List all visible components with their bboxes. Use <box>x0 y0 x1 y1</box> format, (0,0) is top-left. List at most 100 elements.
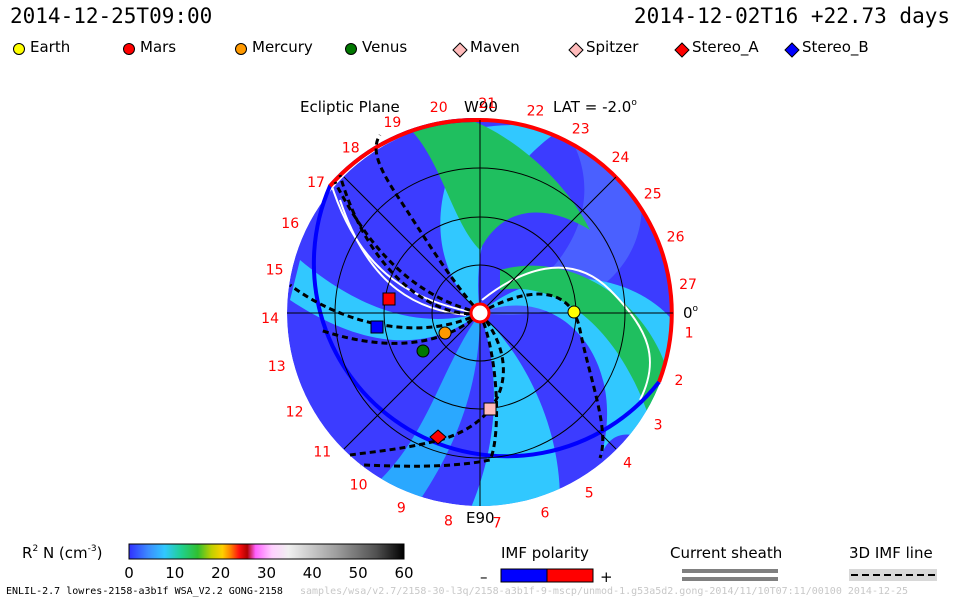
sun-marker <box>469 302 491 324</box>
carrington-label-2: 2 <box>675 373 684 389</box>
carrington-label-5: 5 <box>585 485 594 501</box>
colorbar-tick-20: 20 <box>211 564 230 582</box>
footer-right: samples/wsa/v2.7/2158-30-l3q/2158-a3b1f-… <box>300 586 909 597</box>
legend-label: Stereo_B <box>802 38 869 56</box>
stereo-a-marker <box>429 429 447 445</box>
circle-icon <box>122 42 136 60</box>
colorbar-ticks: 0 10 20 30 40 50 60 <box>124 564 413 582</box>
carrington-label-12: 12 <box>286 405 304 421</box>
carrington-label-1: 1 <box>685 326 694 342</box>
venus-marker <box>416 344 430 358</box>
colorbar-tick-30: 30 <box>257 564 276 582</box>
colorbar-tick-40: 40 <box>303 564 322 582</box>
colorbar-title: R2 N (cm-3) <box>22 544 102 562</box>
carrington-label-22: 22 <box>527 104 545 120</box>
circle-icon <box>344 42 358 60</box>
current-sheath-title: Current sheath <box>670 544 782 562</box>
carrington-label-26: 26 <box>667 230 685 246</box>
plot-title-w90: W90 <box>464 98 498 116</box>
colorbar-title-sup2: -3 <box>88 544 97 554</box>
current-sheath-left <box>329 179 471 313</box>
footer-left: ENLIL-2.7 lowres-2158-a3b1f WSA_V2.2 GON… <box>6 586 283 597</box>
imf-line-2 <box>338 174 481 316</box>
maven-marker <box>483 402 497 416</box>
colorbar <box>128 543 405 560</box>
circle-icon <box>234 42 248 60</box>
current-sheath-swatch-2 <box>682 577 778 581</box>
carrington-label-18: 18 <box>342 141 360 157</box>
colorbar-title-end: ) <box>97 544 103 562</box>
density-band-top-green <box>400 120 590 250</box>
imf-lines <box>289 134 605 468</box>
carrington-label-6: 6 <box>540 506 549 522</box>
circle-icon <box>12 42 26 60</box>
colorbar-title-sup1: 2 <box>32 544 38 554</box>
plot-title-left: Ecliptic Plane <box>300 98 400 116</box>
legend-label: Earth <box>30 38 71 56</box>
imf-line-earth <box>479 292 605 459</box>
imf-negative-swatch <box>500 568 548 583</box>
carrington-label-11: 11 <box>313 445 331 461</box>
legend-label: Mercury <box>252 38 313 56</box>
carrington-label-14: 14 <box>261 311 279 327</box>
mars-marker <box>382 292 396 306</box>
bottom-label-e90: E90 <box>466 509 495 527</box>
colorbar-title-mid: N (cm <box>38 544 87 562</box>
current-sheath-swatch-1 <box>682 569 778 573</box>
carrington-label-24: 24 <box>612 150 630 166</box>
carrington-label-23: 23 <box>572 122 590 138</box>
legend-label: Stereo_A <box>692 38 759 56</box>
colorbar-tick-50: 50 <box>349 564 368 582</box>
mercury-marker <box>438 326 452 340</box>
earth-marker <box>567 305 581 319</box>
colorbar-tick-10: 10 <box>165 564 184 582</box>
carrington-label-25: 25 <box>644 187 662 203</box>
stereo-b-marker <box>370 320 384 334</box>
imf-line-mars <box>333 181 481 315</box>
right-label-text: 0 <box>683 304 693 322</box>
polarity-rim-positive <box>479 118 674 383</box>
current-sheath-right <box>481 266 651 401</box>
legend-label: Maven <box>470 38 520 56</box>
carrington-label-15: 15 <box>266 262 284 278</box>
plot-title-lat: LAT = -2.0o <box>553 98 637 116</box>
carrington-label-7: 7 <box>493 515 502 531</box>
diamond-icon <box>452 42 468 62</box>
imf-line-stereoa <box>349 312 505 457</box>
polarity-rim-positive-2 <box>328 117 481 188</box>
carrington-label-19: 19 <box>383 115 401 131</box>
carrington-label-16: 16 <box>281 216 299 232</box>
density-band-upper <box>480 122 642 315</box>
plot-title-lat-sup: o <box>631 98 637 108</box>
carrington-label-13: 13 <box>268 359 286 375</box>
carrington-label-20: 20 <box>430 100 448 116</box>
legend-label: Venus <box>362 38 408 56</box>
carrington-label-3: 3 <box>654 417 663 433</box>
right-label-sup: o <box>693 304 699 314</box>
carrington-label-4: 4 <box>623 455 632 471</box>
imf-line-stereob <box>289 283 481 330</box>
carrington-label-8: 8 <box>444 514 453 530</box>
diamond-icon <box>784 42 800 62</box>
plot-title-lat-text: LAT = -2.0 <box>553 98 631 116</box>
carrington-label-21: 21 <box>478 96 496 112</box>
diamond-icon <box>568 42 584 62</box>
imf-positive-swatch <box>546 568 594 583</box>
timestamp-left: 2014-12-25T09:00 <box>10 4 213 28</box>
imf-plus-label: + <box>600 568 613 586</box>
colorbar-tick-60: 60 <box>394 564 413 582</box>
imf-line-swatch-bg <box>849 569 937 581</box>
diamond-icon <box>674 42 690 62</box>
legend-label: Spitzer <box>586 38 639 56</box>
legend-label: Mars <box>140 38 177 56</box>
carrington-label-27: 27 <box>679 277 697 293</box>
timestamp-right: 2014-12-02T16 +22.73 days <box>633 4 950 28</box>
imf-line-top <box>374 134 482 315</box>
current-sheath-left-2 <box>339 199 467 316</box>
right-label-0: 0o <box>683 304 699 322</box>
colorbar-title-r: R <box>22 544 32 562</box>
carrington-label-10: 10 <box>350 477 368 493</box>
density-band-bottom-left <box>380 313 480 500</box>
imf-polarity-title: IMF polarity <box>501 544 589 562</box>
